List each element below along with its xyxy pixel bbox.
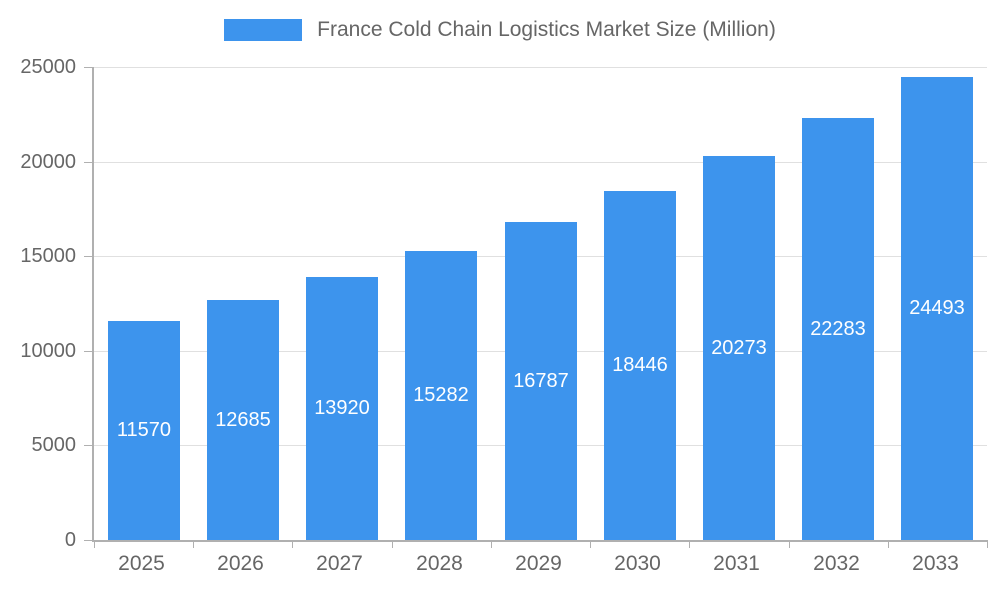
bar: 18446 <box>604 191 676 540</box>
x-tick-mark <box>590 540 591 548</box>
y-axis: 0 5000 10000 15000 20000 25000 <box>0 56 92 551</box>
y-tick-mark <box>84 350 92 352</box>
x-axis-label: 2027 <box>316 552 363 575</box>
legend-swatch <box>224 19 303 41</box>
bar-value-label: 20273 <box>711 336 767 359</box>
x-tick-mark <box>789 540 790 548</box>
x-axis-label: 2025 <box>118 552 165 575</box>
x-tick-mark <box>392 540 393 548</box>
x-tick-mark <box>94 540 95 548</box>
x-tick-mark <box>689 540 690 548</box>
bar-value-label: 13920 <box>314 397 370 419</box>
x-axis-label: 2026 <box>217 552 264 575</box>
y-tick-mark <box>84 445 92 447</box>
bar-value-label: 16787 <box>513 369 569 392</box>
y-tick-mark <box>84 540 92 541</box>
x-axis: 2025 2026 2027 2028 2029 2030 2031 2032 2033 <box>92 552 985 584</box>
x-axis-label: 2031 <box>713 552 760 575</box>
gridline <box>94 161 987 163</box>
y-axis-label: 20000 <box>20 150 76 173</box>
plot-area: 11570 12685 13920 15282 16787 18446 20273 22283… <box>84 67 988 548</box>
y-tick-mark <box>84 256 92 258</box>
bar: 13920 <box>306 277 378 540</box>
y-tick-mark <box>84 67 92 68</box>
x-axis-label: 2030 <box>614 552 661 575</box>
y-axis-label: 0 <box>64 529 76 551</box>
bar: 20273 <box>703 156 775 540</box>
y-axis-label: 15000 <box>20 245 76 268</box>
chart-title: France Cold Chain Logistics Market Size … <box>317 18 776 41</box>
bar-value-label: 11570 <box>116 419 172 441</box>
x-axis-label: 2032 <box>813 552 860 575</box>
legend: France Cold Chain Logistics Market Size … <box>0 18 1000 42</box>
bar: 24493 <box>901 77 973 540</box>
x-axis-label: 2033 <box>912 552 959 575</box>
x-axis-label: 2028 <box>416 552 463 575</box>
y-axis-label: 25000 <box>20 56 76 78</box>
x-tick-mark <box>292 540 293 548</box>
bar-value-label: 12685 <box>215 408 271 431</box>
bar-value-label: 15282 <box>413 384 469 406</box>
bar-value-label: 22283 <box>810 317 866 340</box>
x-tick-mark <box>888 540 889 548</box>
bar: 16787 <box>505 222 577 540</box>
y-tick-mark <box>84 161 92 163</box>
bar: 15282 <box>405 251 477 540</box>
y-axis-label: 10000 <box>20 339 76 362</box>
bar: 11570 <box>108 321 180 540</box>
x-tick-mark <box>491 540 492 548</box>
x-tick-mark <box>193 540 194 548</box>
y-axis-label: 5000 <box>31 434 77 457</box>
bar: 22283 <box>802 118 874 540</box>
bar: 12685 <box>207 300 279 540</box>
bar-value-label: 24493 <box>909 297 965 319</box>
x-axis-label: 2029 <box>515 552 562 575</box>
gridline <box>94 67 987 68</box>
bar-value-label: 18446 <box>612 354 668 376</box>
x-tick-mark <box>987 540 988 548</box>
